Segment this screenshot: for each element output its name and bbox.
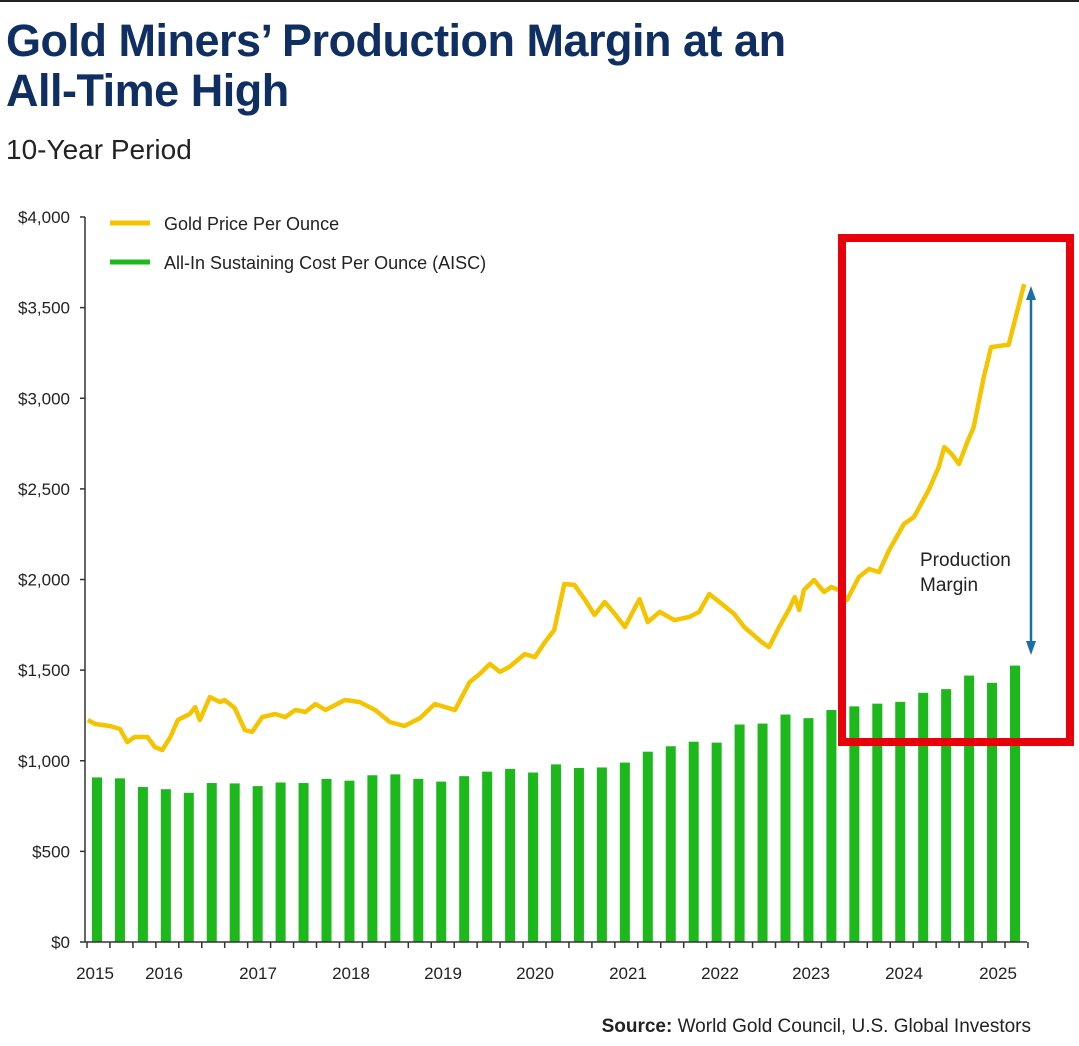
- production-margin-arrow: [1026, 286, 1036, 655]
- chart-title: Gold Miners’ Production Margin at an All…: [6, 16, 786, 116]
- production-label-1: Production: [920, 550, 1011, 571]
- aisc-bar: [137, 787, 148, 942]
- source-text: World Gold Council, U.S. Global Investor…: [677, 1016, 1031, 1037]
- x-tick-label: 2024: [885, 964, 923, 983]
- source-label: Source:: [601, 1016, 673, 1037]
- aisc-bar: [1010, 665, 1020, 942]
- highlight-box: [838, 234, 1074, 746]
- aisc-bar: [344, 780, 355, 942]
- source-note: Source: World Gold Council, U.S. Global …: [602, 1016, 1031, 1038]
- y-tick-label: $1,000: [18, 752, 70, 771]
- gold-price-line: [86, 283, 1027, 753]
- aisc-bar: [275, 782, 286, 942]
- legend-label-gold: Gold Price Per Ounce: [164, 214, 339, 234]
- title-line-1: Gold Miners’ Production Margin at an: [6, 15, 786, 66]
- aisc-bar: [964, 675, 975, 942]
- y-tick-label: $500: [32, 842, 70, 861]
- aisc-bar: [528, 772, 539, 942]
- aisc-bar: [803, 718, 814, 942]
- aisc-bar: [160, 789, 171, 942]
- y-tick-label: $4,000: [18, 208, 70, 227]
- x-tick-label: 2022: [701, 964, 739, 983]
- x-tick-label: 2019: [424, 964, 462, 983]
- production-label-2: Margin: [920, 575, 978, 596]
- aisc-bar: [596, 767, 607, 942]
- aisc-bar: [665, 746, 676, 942]
- aisc-bar: [734, 724, 745, 942]
- legend: Gold Price Per Ounce All-In Sustaining C…: [110, 214, 486, 273]
- y-tick-label: $3,500: [18, 299, 70, 318]
- aisc-bar: [642, 751, 653, 942]
- aisc-bar: [849, 706, 860, 942]
- aisc-bar: [321, 778, 332, 942]
- x-tick-label: 2021: [609, 964, 647, 983]
- aisc-bar: [298, 783, 309, 942]
- aisc-bar: [711, 742, 722, 942]
- aisc-bar: [206, 783, 217, 942]
- legend-label-aisc: All-In Sustaining Cost Per Ounce (AISC): [164, 253, 486, 273]
- x-tick-label: 2016: [145, 964, 183, 983]
- aisc-bar: [114, 778, 125, 942]
- x-tick-label: 2018: [332, 964, 370, 983]
- y-tick-label: $1,500: [18, 661, 70, 680]
- y-tick-label: $2,000: [18, 571, 70, 590]
- aisc-bar: [551, 764, 561, 942]
- aisc-bar: [780, 714, 791, 942]
- aisc-bar: [413, 778, 424, 942]
- y-tick-label: $3,000: [18, 389, 70, 408]
- title-line-2: All-Time High: [6, 65, 289, 116]
- aisc-bar: [436, 781, 447, 942]
- aisc-bar: [941, 689, 952, 942]
- aisc-bar: [688, 741, 699, 942]
- x-tick-label: 2023: [792, 964, 830, 983]
- aisc-bar: [390, 774, 401, 942]
- aisc-bar: [573, 768, 584, 942]
- aisc-bar: [482, 771, 493, 942]
- chart-subtitle: 10-Year Period: [6, 134, 192, 165]
- aisc-bar: [367, 775, 378, 942]
- x-tick-label: 2025: [979, 964, 1017, 983]
- x-tick-label: 2020: [516, 964, 554, 983]
- aisc-bar: [826, 710, 837, 942]
- aisc-bar: [757, 723, 768, 942]
- aisc-bar: [183, 792, 194, 942]
- aisc-bar: [872, 703, 883, 942]
- aisc-bar: [505, 768, 516, 942]
- y-tick-label: $2,500: [18, 480, 70, 499]
- aisc-bar: [92, 777, 102, 942]
- aisc-bar: [229, 783, 240, 942]
- aisc-bar: [252, 786, 263, 942]
- aisc-bar: [987, 682, 998, 942]
- aisc-bar: [918, 692, 929, 942]
- aisc-bar: [895, 701, 906, 942]
- aisc-bar: [619, 762, 630, 942]
- aisc-bar: [459, 776, 470, 942]
- x-tick-label: 2017: [239, 964, 277, 983]
- x-tick-label: 2015: [76, 964, 114, 983]
- y-tick-label: $0: [51, 933, 70, 952]
